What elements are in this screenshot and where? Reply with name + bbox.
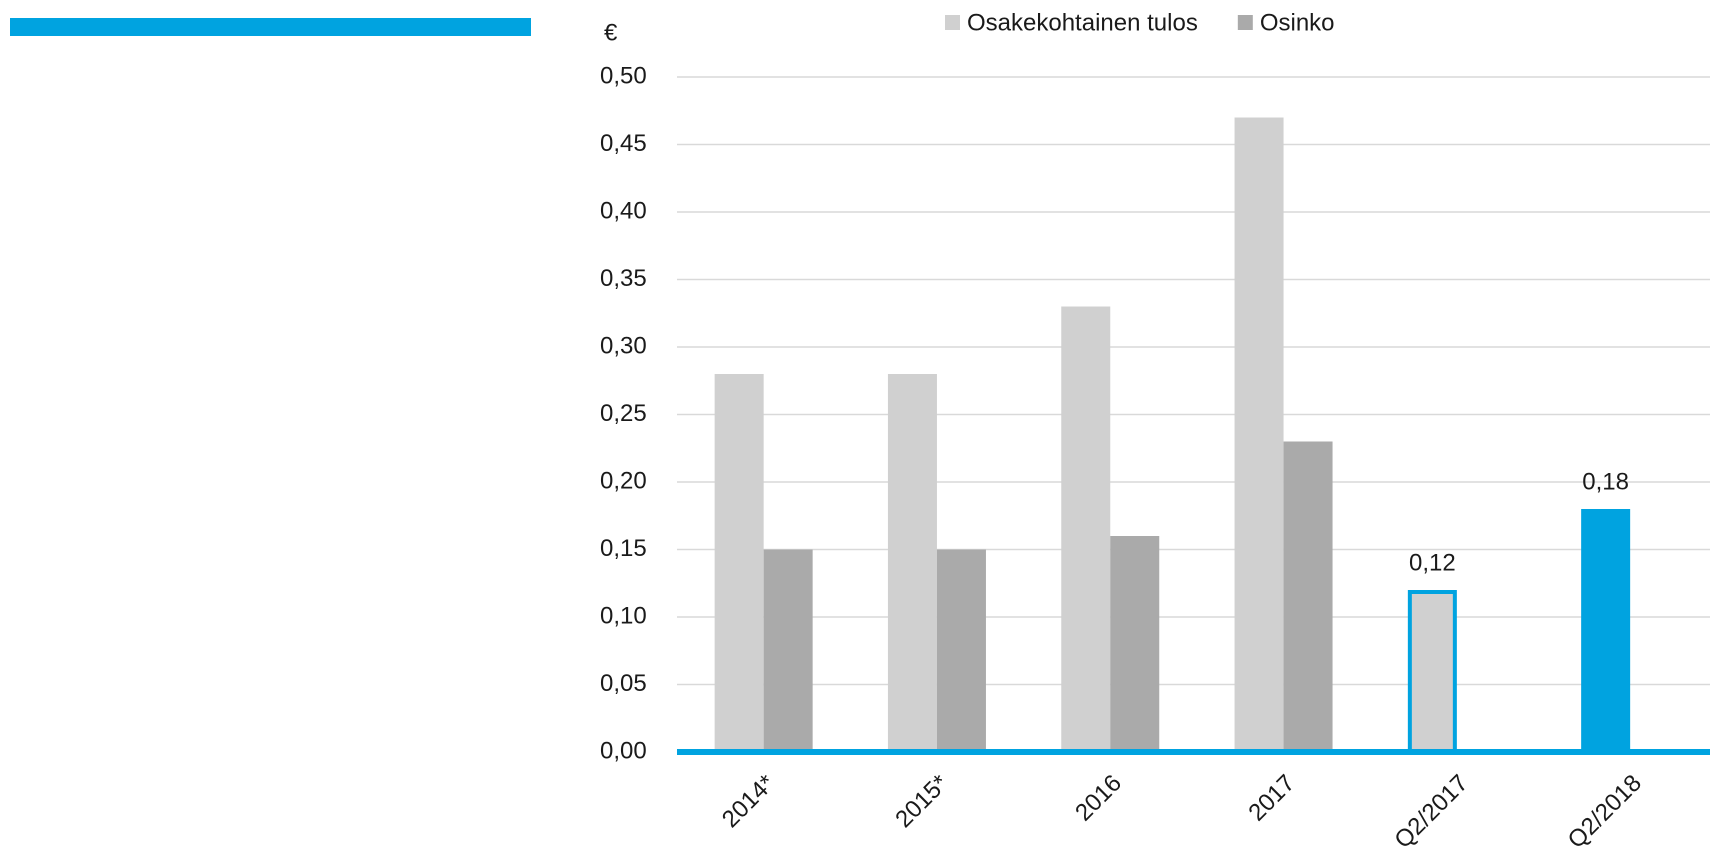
y-tick-label: 0,50 (600, 62, 647, 89)
y-tick-label: 0,40 (600, 197, 647, 224)
bar (1234, 117, 1284, 752)
y-tick-label: 0,45 (600, 130, 647, 157)
bar (887, 374, 937, 752)
bar (1407, 590, 1457, 754)
x-tick-label: 2016 (1070, 770, 1127, 827)
y-tick-label: 0,30 (600, 332, 647, 359)
data-label: 0,12 (1409, 549, 1456, 576)
bar (1110, 536, 1160, 752)
y-tick-label: 0,35 (600, 265, 647, 292)
y-tick-label: 0,00 (600, 737, 647, 764)
y-tick-label: 0,25 (600, 400, 647, 427)
legend-label: Osinko (1260, 9, 1335, 36)
bar (763, 549, 813, 752)
x-tick-label: 2017 (1243, 770, 1300, 827)
bar (714, 374, 764, 752)
y-tick-label: 0,10 (600, 602, 647, 629)
y-tick-label: 0,05 (600, 670, 647, 697)
bar (1061, 306, 1111, 752)
bar (1581, 509, 1631, 752)
legend-swatch (945, 15, 960, 30)
x-tick-label: 2014* (717, 770, 780, 833)
bar (936, 549, 986, 752)
header-bar (10, 18, 531, 36)
x-tick-label: Q2/2018 (1563, 770, 1647, 854)
data-label: 0,18 (1582, 468, 1629, 495)
y-tick-label: 0,20 (600, 467, 647, 494)
legend-swatch (1237, 15, 1253, 30)
y-axis-label: € (604, 19, 618, 46)
x-tick-label: 2015* (890, 770, 953, 833)
bar (1283, 441, 1333, 752)
y-tick-label: 0,15 (600, 535, 647, 562)
x-tick-label: Q2/2017 (1389, 770, 1473, 854)
legend-label: Osakekohtainen tulos (967, 9, 1198, 36)
